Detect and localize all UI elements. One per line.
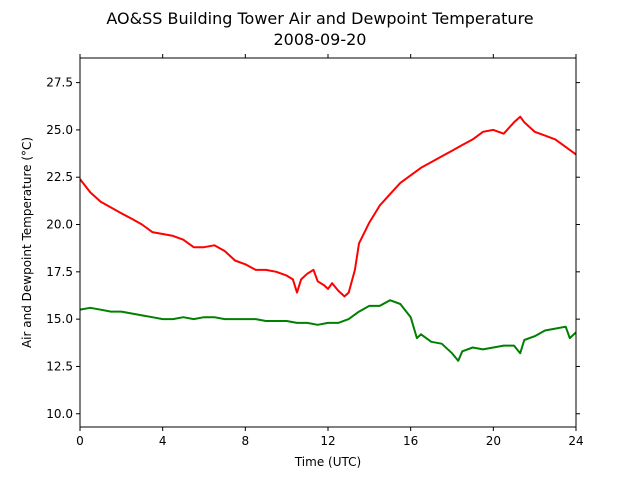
x-tick-label: 12 [320, 434, 335, 448]
y-tick-label: 27.5 [46, 76, 73, 90]
x-axis-label: Time (UTC) [294, 455, 361, 469]
x-tick-label: 4 [159, 434, 167, 448]
y-tick-label: 17.5 [46, 265, 73, 279]
y-tick-label: 22.5 [46, 170, 73, 184]
y-tick-label: 12.5 [46, 359, 73, 373]
x-tick-label: 20 [486, 434, 501, 448]
y-axis: 10.0 12.5 15.0 17.5 20.0 22.5 25.0 27.5 [46, 76, 580, 421]
series-line-1 [80, 115, 576, 298]
x-tick-label: 24 [568, 434, 583, 448]
y-tick-label: 20.0 [46, 218, 73, 232]
series-layer [80, 115, 576, 362]
series-line-2 [80, 299, 576, 362]
y-tick-label: 25.0 [46, 123, 73, 137]
x-tick-label: 16 [403, 434, 418, 448]
x-axis: 0 4 8 12 16 20 24 [76, 54, 584, 448]
x-tick-label: 8 [242, 434, 250, 448]
y-axis-label: Air and Dewpoint Temperature (°C) [20, 137, 34, 348]
x-tick-label: 0 [76, 434, 84, 448]
chart-subtitle: 2008-09-20 [274, 30, 367, 49]
plot-frame [79, 57, 577, 428]
chart-title: AO&SS Building Tower Air and Dewpoint Te… [106, 9, 533, 28]
y-tick-label: 15.0 [46, 312, 73, 326]
y-tick-label: 10.0 [46, 407, 73, 421]
